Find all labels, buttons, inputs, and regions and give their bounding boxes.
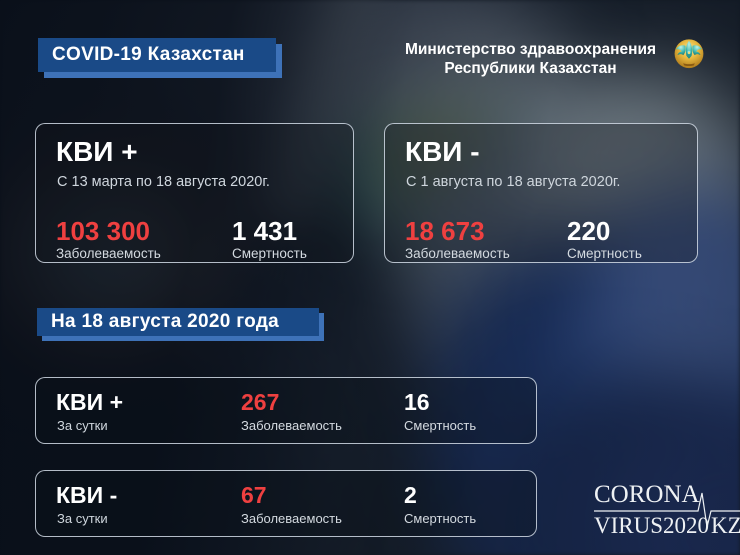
svg-text:KZ: KZ <box>711 513 740 538</box>
svg-text:VIRUS2020: VIRUS2020 <box>594 513 709 538</box>
svg-text:CORONA: CORONA <box>594 481 700 508</box>
